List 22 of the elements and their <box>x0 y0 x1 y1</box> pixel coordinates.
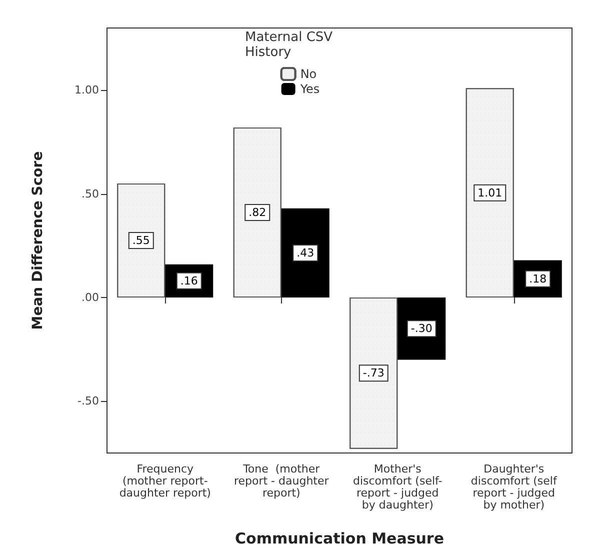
x-axis-title: Communication Measure <box>234 530 444 548</box>
data-label: .16 <box>180 274 198 288</box>
data-label: .82 <box>248 206 266 220</box>
data-label: .43 <box>296 246 314 260</box>
data-label: .55 <box>132 234 150 247</box>
data-label: -.73 <box>362 366 384 380</box>
y-tick-label: 1.00 <box>74 84 99 97</box>
x-tick-label: Mother's discomfort (self- report - judged by daughter) <box>352 462 442 512</box>
x-tick-label: Tone (mother report - daughter report) <box>234 462 330 500</box>
data-label: 1.01 <box>478 186 502 200</box>
data-label: -.30 <box>410 322 432 336</box>
legend-label: No <box>300 67 317 81</box>
y-tick-label: -.50 <box>78 394 99 408</box>
data-label: .18 <box>529 272 547 286</box>
y-tick-label: .50 <box>82 187 99 200</box>
y-axis-title: Mean Difference Score <box>30 151 46 330</box>
legend-label: Yes <box>299 82 320 96</box>
bar <box>281 208 330 298</box>
y-tick-label: .00 <box>82 291 99 304</box>
x-tick-label: Frequency (mother report- daughter report) <box>119 462 211 500</box>
x-tick-label: Daughter's discomfort (self report - judged by mother) <box>470 462 558 512</box>
legend-title: Maternal CSV History <box>245 30 337 60</box>
